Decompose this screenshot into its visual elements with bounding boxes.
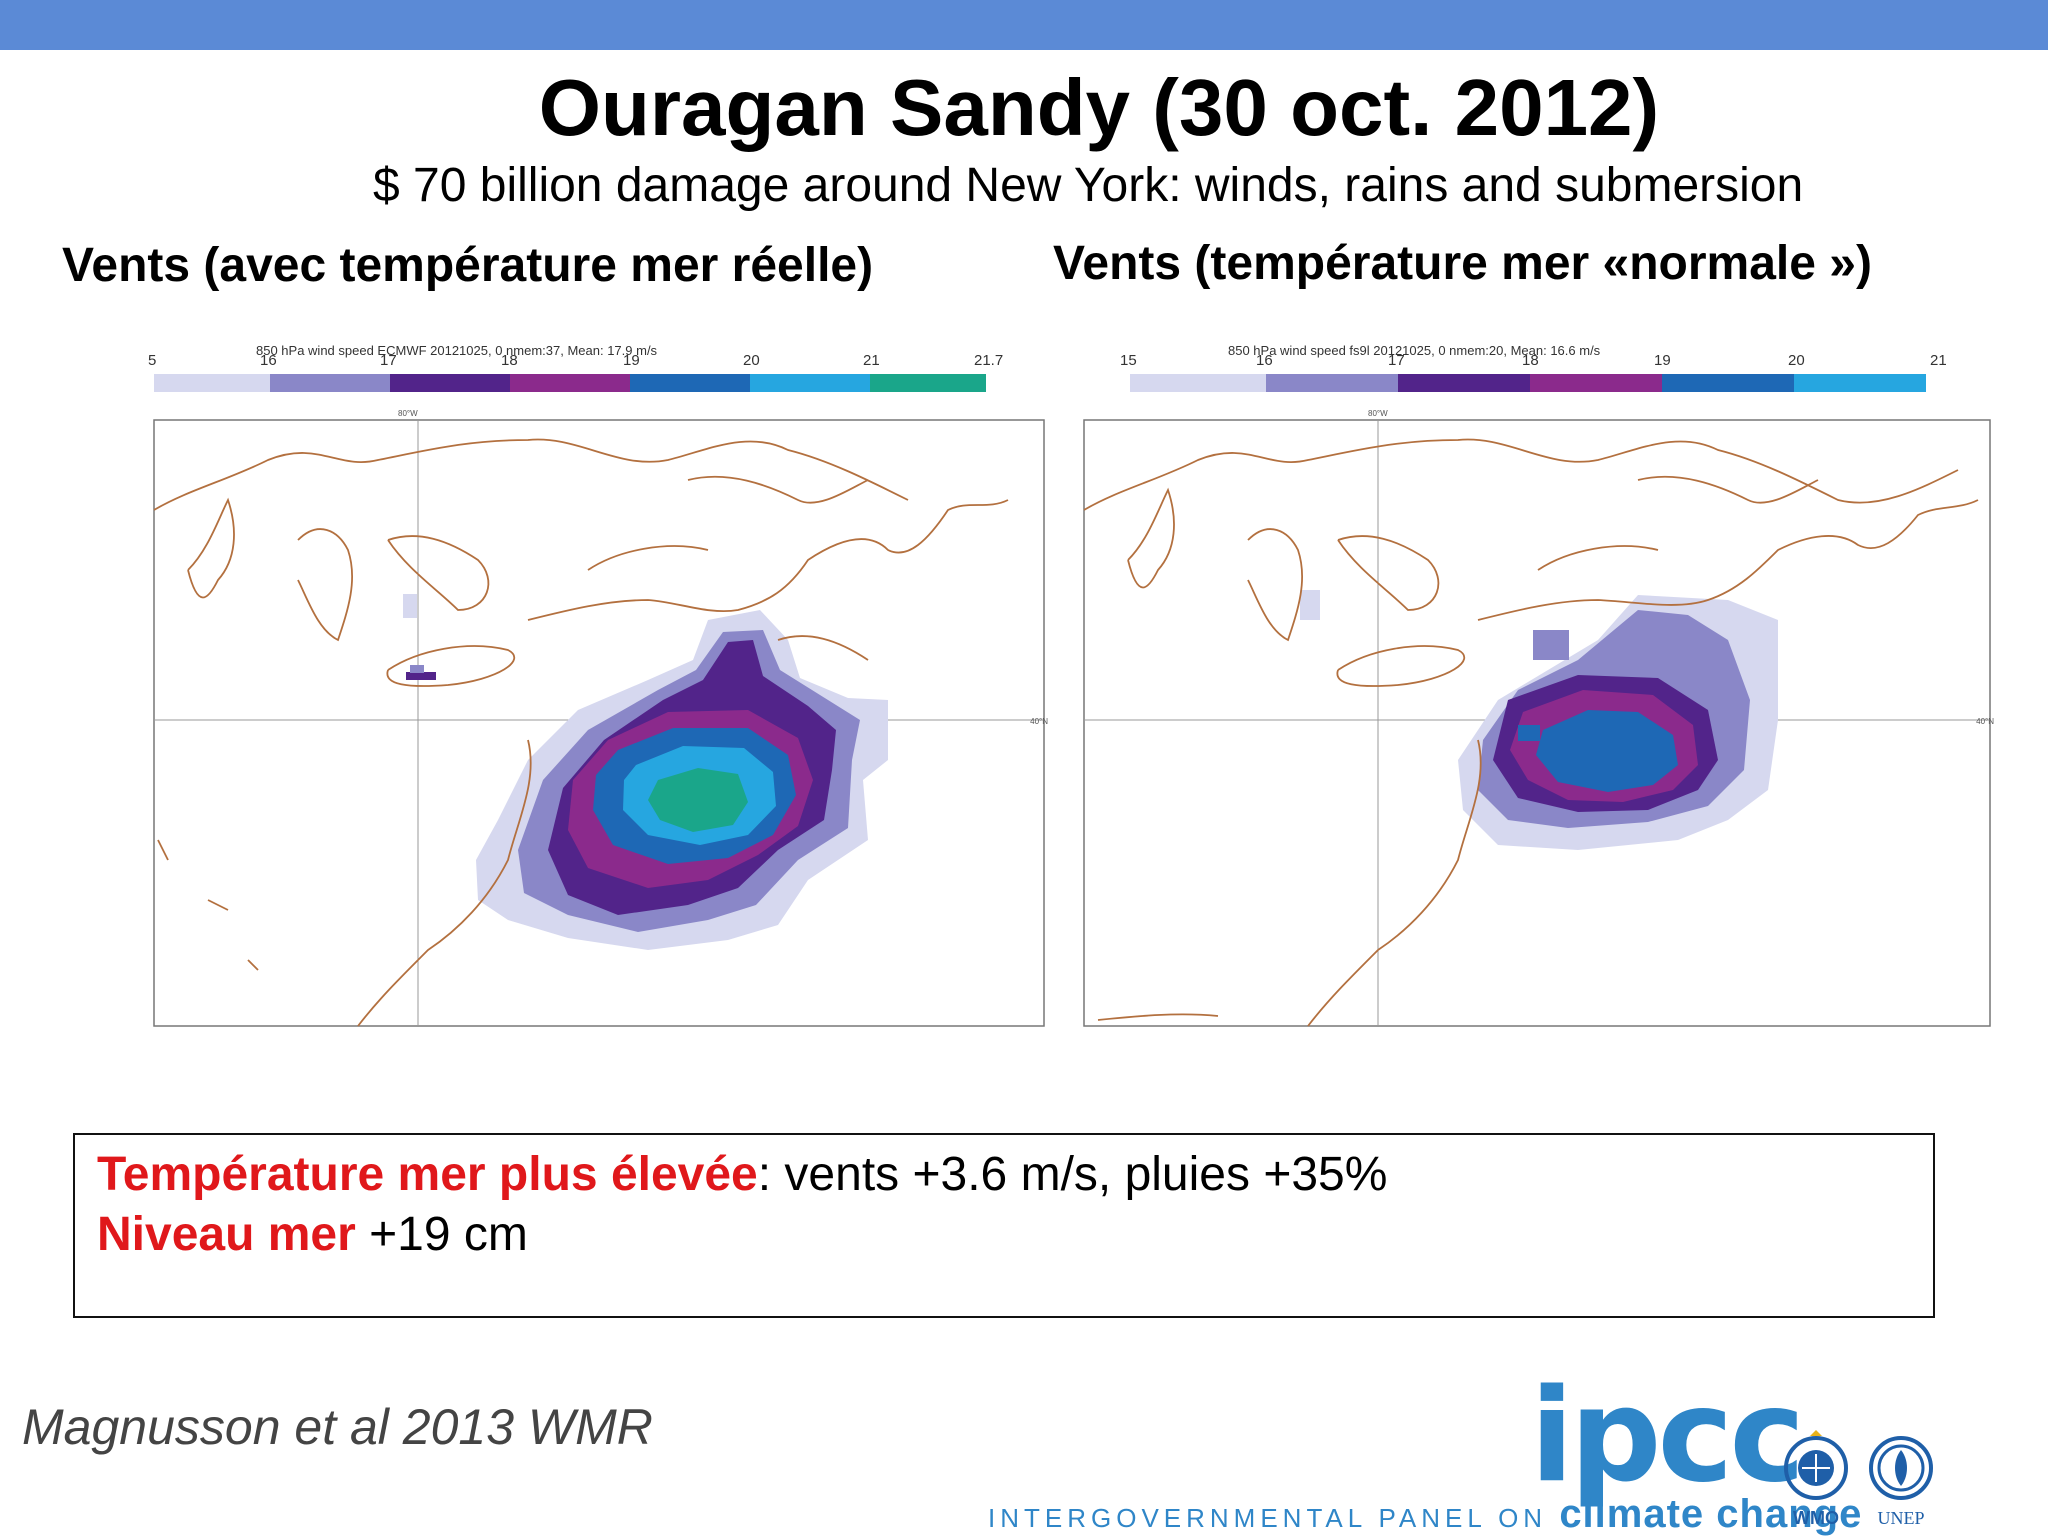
left-colorbar-caption: 850 hPa wind speed ECMWF 20121025, 0 nme… <box>256 343 658 358</box>
right-cbar-2 <box>1398 374 1530 392</box>
unep-logo: UNEP <box>1865 1430 1937 1528</box>
left-wind-swath <box>403 594 888 950</box>
left-lat-label: 40°N <box>1030 717 1048 726</box>
left-wind-map: 850 hPa wind speed ECMWF 20121025, 0 nme… <box>148 340 1048 1030</box>
left-cbar-2 <box>390 374 510 392</box>
right-cbar-5 <box>1794 374 1926 392</box>
left-tick-6: 21 <box>863 352 880 369</box>
left-tick-1: 16 <box>260 352 277 369</box>
left-coastlines <box>153 438 1009 1027</box>
findings-box: Température mer plus élevée: vents +3.6 … <box>73 1133 1935 1318</box>
finding-text-temperature: : vents +3.6 m/s, pluies +35% <box>757 1148 1388 1201</box>
ipcc-logo: ipcc INTERGOVERNMENTAL PANEL ON climate … <box>980 1362 1980 1537</box>
right-tick-3: 18 <box>1522 352 1539 369</box>
right-cbar-0 <box>1130 374 1266 392</box>
right-tick-5: 20 <box>1788 352 1805 369</box>
ipcc-wordmark: ipcc <box>1530 1362 1805 1511</box>
left-lon-label: 80°W <box>398 409 418 418</box>
top-banner <box>0 0 2048 50</box>
citation: Magnusson et al 2013 WMR <box>22 1399 653 1455</box>
wmo-label: WMO <box>1793 1508 1839 1528</box>
right-tick-2: 17 <box>1388 352 1405 369</box>
left-cbar-3 <box>510 374 630 392</box>
ipcc-tagline: INTERGOVERNMENTAL PANEL ON climate chang… <box>988 1492 1862 1537</box>
right-coastlines <box>1083 438 1979 1027</box>
left-tick-4: 19 <box>623 352 640 369</box>
finding-line-sealevel: Niveau mer +19 cm <box>97 1207 528 1262</box>
right-lon-label: 80°W <box>1368 409 1388 418</box>
left-tick-2: 17 <box>380 352 397 369</box>
finding-text-sealevel: +19 cm <box>355 1208 528 1261</box>
wmo-logo: WMO <box>1780 1430 1852 1528</box>
left-cbar-5 <box>750 374 870 392</box>
unep-label: UNEP <box>1877 1508 1925 1528</box>
finding-line-temperature: Température mer plus élevée: vents +3.6 … <box>97 1147 1387 1202</box>
slide-title: Ouragan Sandy (30 oct. 2012) <box>538 63 1660 152</box>
right-tick-4: 19 <box>1654 352 1671 369</box>
ipcc-tagline-text: INTERGOVERNMENTAL PANEL ON <box>988 1503 1548 1533</box>
left-tick-3: 18 <box>501 352 518 369</box>
right-tick-1: 16 <box>1256 352 1273 369</box>
right-colorbar-caption: 850 hPa wind speed fs9l 20121025, 0 nmem… <box>1228 343 1601 358</box>
left-tick-5: 20 <box>743 352 760 369</box>
left-cbar-0 <box>154 374 270 392</box>
left-tick-7: 21.7 <box>974 352 1003 369</box>
right-panel-heading: Vents (température mer «normale ») <box>1053 237 1872 290</box>
right-cbar-1 <box>1266 374 1398 392</box>
right-tick-0: 15 <box>1120 352 1137 369</box>
left-cbar-1 <box>270 374 390 392</box>
right-wind-swath <box>1300 590 1778 850</box>
right-lat-label: 40°N <box>1976 717 1994 726</box>
left-panel-heading: Vents (avec température mer réelle) <box>62 239 874 292</box>
right-cbar-3 <box>1530 374 1662 392</box>
right-tick-6: 21 <box>1930 352 1947 369</box>
slide-subtitle: $ 70 billion damage around New York: win… <box>373 159 1804 212</box>
left-cbar-6 <box>870 374 986 392</box>
right-wind-map: 850 hPa wind speed fs9l 20121025, 0 nmem… <box>1078 340 1998 1030</box>
finding-label-sealevel: Niveau mer <box>97 1208 356 1261</box>
left-cbar-4 <box>630 374 750 392</box>
right-cbar-4 <box>1662 374 1794 392</box>
finding-label-temperature: Température mer plus élevée <box>97 1148 758 1201</box>
left-tick-0: 5 <box>148 352 156 369</box>
